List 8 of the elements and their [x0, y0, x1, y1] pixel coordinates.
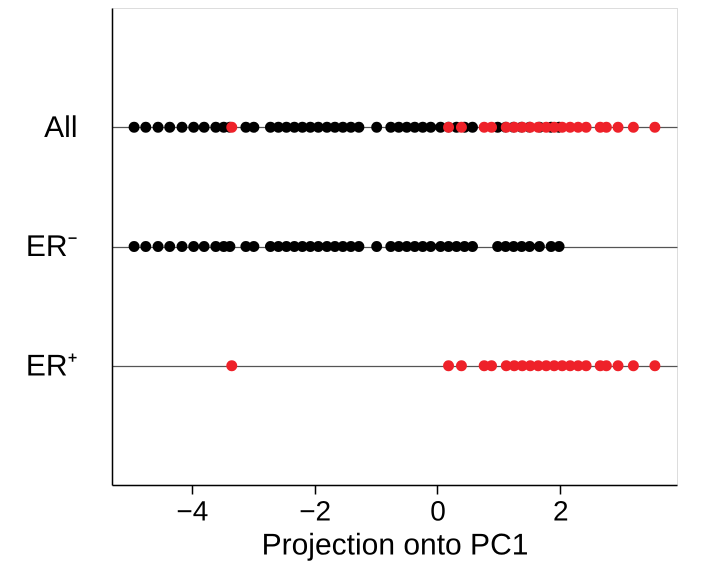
x-axis-title: Projection onto PC1	[262, 528, 528, 562]
y-tick-label: ER⁺	[26, 349, 78, 382]
x-tick-label: 0	[430, 496, 446, 526]
x-tick-label: 2	[553, 496, 569, 526]
y-tick-label: ER⁻	[26, 230, 78, 263]
x-tick-label: −2	[299, 496, 332, 526]
y-tick-label: All	[44, 110, 78, 144]
x-tick-label: −4	[176, 496, 208, 526]
